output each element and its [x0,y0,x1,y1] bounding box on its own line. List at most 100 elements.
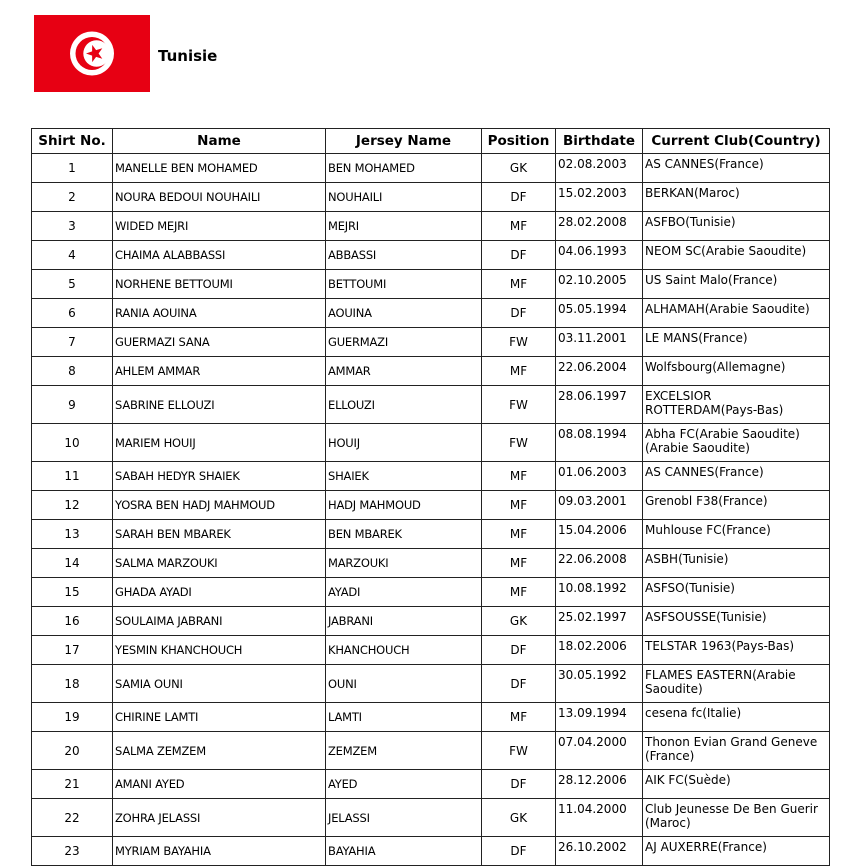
player-name-cell: ZOHRA JELASSI [112,798,326,837]
player-name-cell: SARAH BEN MBAREK [112,519,326,549]
shirt-number-cell: 10 [31,423,113,462]
jersey-name-cell: AOUINA [325,298,482,328]
position-cell: MF [481,577,556,607]
position-cell: DF [481,240,556,270]
birthdate-cell: 08.08.1994 [555,423,643,462]
birthdate-cell: 01.06.2003 [555,461,643,491]
table-row: 22 ZOHRA JELASSI JELASSI GK 11.04.2000 Club J… [31,798,830,837]
shirt-number-cell: 13 [31,519,113,549]
player-name-cell: SALMA MARZOUKI [112,548,326,578]
current-club-cell: AS CANNES(France) [642,153,830,183]
jersey-name-cell: KHANCHOUCH [325,635,482,665]
birthdate-cell: 28.02.2008 [555,211,643,241]
table-row: 5 NORHENE BETTOUMI BETTOUMI MF 02.10.2005 US … [31,269,830,299]
shirt-number-cell: 6 [31,298,113,328]
table-row: 4 CHAIMA ALABBASSI ABBASSI DF 04.06.1993 NEOM… [31,240,830,270]
jersey-name-cell: NOUHAILI [325,182,482,212]
birthdate-cell: 30.05.1992 [555,664,643,703]
crescent-star-icon [70,31,114,76]
position-cell: MF [481,461,556,491]
shirt-number-cell: 19 [31,702,113,732]
current-club-cell: cesena fc(Italie) [642,702,830,732]
table-row: 6 RANIA AOUINA AOUINA DF 05.05.1994 ALHAMAH(A… [31,298,830,328]
current-club-cell: AJ AUXERRE(France) [642,836,830,866]
current-club-cell: Thonon Evian Grand Geneve (France) [642,731,830,770]
birthdate-cell: 26.10.2002 [555,836,643,866]
jersey-name-cell: BETTOUMI [325,269,482,299]
birthdate-cell: 13.09.1994 [555,702,643,732]
player-name-cell: SABRINE ELLOUZI [112,385,326,424]
position-cell: MF [481,356,556,386]
current-club-cell: AIK FC(Suède) [642,769,830,799]
table-row: 10 MARIEM HOUIJ HOUIJ FW 08.08.1994 Abha FC(A… [31,423,830,462]
player-name-cell: MYRIAM BAYAHIA [112,836,326,866]
table-row: 17 YESMIN KHANCHOUCH KHANCHOUCH DF 18.02.200… [31,635,830,665]
column-header-shirt-no: Shirt No. [31,128,113,154]
current-club-cell: Wolfsbourg(Allemagne) [642,356,830,386]
birthdate-cell: 18.02.2006 [555,635,643,665]
table-row: 14 SALMA MARZOUKI MARZOUKI MF 22.06.2008 ASBH… [31,548,830,578]
table-row: 7 GUERMAZI SANA GUERMAZI FW 03.11.2001 LE MAN… [31,327,830,357]
jersey-name-cell: LAMTI [325,702,482,732]
position-cell: FW [481,731,556,770]
current-club-cell: Abha FC(Arabie Saoudite)(Arabie Saoudite… [642,423,830,462]
jersey-name-cell: JABRANI [325,606,482,636]
shirt-number-cell: 22 [31,798,113,837]
jersey-name-cell: ELLOUZI [325,385,482,424]
jersey-name-cell: MARZOUKI [325,548,482,578]
current-club-cell: Grenobl F38(France) [642,490,830,520]
jersey-name-cell: ZEMZEM [325,731,482,770]
table-row: 1 MANELLE BEN MOHAMED BEN MOHAMED GK 02.08.2… [31,153,830,183]
shirt-number-cell: 9 [31,385,113,424]
shirt-number-cell: 16 [31,606,113,636]
player-name-cell: WIDED MEJRI [112,211,326,241]
player-name-cell: CHAIMA ALABBASSI [112,240,326,270]
position-cell: DF [481,298,556,328]
column-header-position: Position [481,128,556,154]
position-cell: MF [481,702,556,732]
table-row: 21 AMANI AYED AYED DF 28.12.2006 AIK FC(Suède… [31,769,830,799]
table-row: 13 SARAH BEN MBAREK BEN MBAREK MF 15.04.2006… [31,519,830,549]
player-name-cell: SALMA ZEMZEM [112,731,326,770]
position-cell: FW [481,327,556,357]
shirt-number-cell: 21 [31,769,113,799]
column-header-club: Current Club(Country) [642,128,830,154]
player-name-cell: SOULAIMA JABRANI [112,606,326,636]
jersey-name-cell: AYED [325,769,482,799]
current-club-cell: LE MANS(France) [642,327,830,357]
player-name-cell: CHIRINE LAMTI [112,702,326,732]
shirt-number-cell: 2 [31,182,113,212]
player-name-cell: NORHENE BETTOUMI [112,269,326,299]
position-cell: GK [481,606,556,636]
position-cell: FW [481,385,556,424]
shirt-number-cell: 17 [31,635,113,665]
player-name-cell: GHADA AYADI [112,577,326,607]
position-cell: GK [481,798,556,837]
table-row: 9 SABRINE ELLOUZI ELLOUZI FW 28.06.1997 EXCEL… [31,385,830,424]
current-club-cell: BERKAN(Maroc) [642,182,830,212]
player-name-cell: MANELLE BEN MOHAMED [112,153,326,183]
jersey-name-cell: ABBASSI [325,240,482,270]
table-row: 3 WIDED MEJRI MEJRI MF 28.02.2008 ASFBO(Tunis… [31,211,830,241]
current-club-cell: Club Jeunesse De Ben Guerir (Maroc) [642,798,830,837]
jersey-name-cell: MEJRI [325,211,482,241]
birthdate-cell: 07.04.2000 [555,731,643,770]
position-cell: DF [481,664,556,703]
table-row: 8 AHLEM AMMAR AMMAR MF 22.06.2004 Wolfsbourg(… [31,356,830,386]
table-row: 23 MYRIAM BAYAHIA BAYAHIA DF 26.10.2002 AJ AU… [31,836,830,866]
position-cell: DF [481,769,556,799]
table-row: 18 SAMIA OUNI OUNI DF 30.05.1992 FLAMES EASTE… [31,664,830,703]
current-club-cell: Muhlouse FC(France) [642,519,830,549]
birthdate-cell: 09.03.2001 [555,490,643,520]
shirt-number-cell: 3 [31,211,113,241]
shirt-number-cell: 7 [31,327,113,357]
squad-table: Shirt No. Name Jersey Name Position Birt… [31,128,830,866]
birthdate-cell: 15.02.2003 [555,182,643,212]
jersey-name-cell: HADJ MAHMOUD [325,490,482,520]
table-row: 20 SALMA ZEMZEM ZEMZEM FW 07.04.2000 Thonon E… [31,731,830,770]
player-name-cell: SABAH HEDYR SHAIEK [112,461,326,491]
position-cell: MF [481,490,556,520]
position-cell: MF [481,269,556,299]
current-club-cell: ASBH(Tunisie) [642,548,830,578]
shirt-number-cell: 15 [31,577,113,607]
